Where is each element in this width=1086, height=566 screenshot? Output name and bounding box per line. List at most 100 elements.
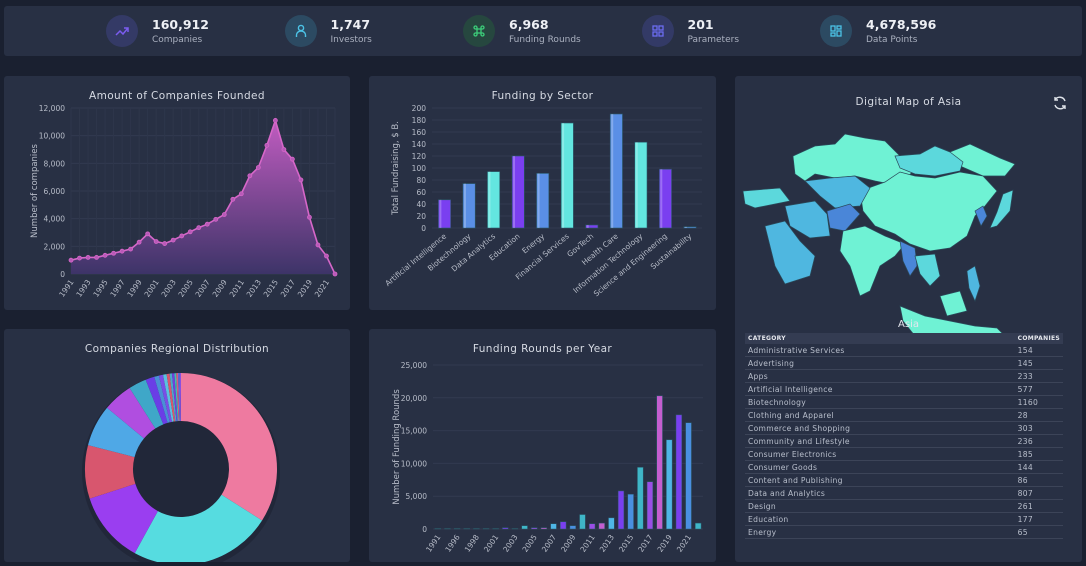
x-tick-label: 2005 <box>177 278 195 299</box>
category-cell: Consumer Electronics <box>745 447 1015 462</box>
bar <box>482 528 490 530</box>
grid-icon <box>641 15 674 47</box>
x-tick-label: 2015 <box>617 533 635 554</box>
data-point <box>272 118 278 123</box>
bar <box>675 414 683 530</box>
bar <box>598 522 605 530</box>
y-axis-label: Number of Funding Rounds <box>392 389 402 505</box>
x-tick-label: 1993 <box>74 278 92 299</box>
x-tick-label: 2007 <box>540 533 558 554</box>
data-point <box>298 177 304 183</box>
x-tick-label: 2015 <box>262 278 280 299</box>
x-tick-label: 1997 <box>108 278 126 299</box>
category-cell: Artificial Intelligence <box>745 382 1015 397</box>
funding-rounds-chart: 0 5,000 10,000 15,000 20,000 25,000 Number of … <box>392 361 703 554</box>
table-row[interactable]: Consumer Electronics 185 <box>745 447 1063 462</box>
x-tick-label: 2011 <box>228 278 246 299</box>
bar-highlight <box>537 173 540 228</box>
stat-value: 201 <box>687 17 714 32</box>
asia-map-panel: Digital Map of Asia Asia CATEGORY COMPANI… <box>735 76 1082 562</box>
bar <box>585 224 599 229</box>
table-row[interactable]: Content and Publishing 86 <box>745 473 1063 488</box>
category-cell: Content and Publishing <box>745 473 1015 488</box>
data-point <box>213 216 219 222</box>
column-header-companies[interactable]: COMPANIES <box>1014 333 1063 344</box>
bar-highlight <box>586 225 589 228</box>
x-tick-label: 2017 <box>279 278 297 299</box>
table-row[interactable]: Artificial Intelligence 577 <box>745 382 1063 397</box>
map-region-india <box>839 225 906 297</box>
bar <box>540 527 548 530</box>
category-cell: Commerce and Shopping <box>745 421 1015 436</box>
bar <box>521 525 528 530</box>
y-tick-label: 6,000 <box>44 187 66 196</box>
table-row[interactable]: Biotechnology 1160 <box>745 395 1063 410</box>
x-tick-label: 2019 <box>296 278 314 299</box>
table-row[interactable]: Energy 65 <box>745 525 1063 540</box>
y-tick-label: 20,000 <box>401 394 427 403</box>
category-cell: Clothing and Apparel <box>745 408 1015 423</box>
asia-map[interactable] <box>735 116 1082 336</box>
user-icon <box>284 15 317 47</box>
pie-slice <box>169 373 177 422</box>
bar <box>685 422 692 530</box>
bar-highlight <box>463 183 466 228</box>
x-tick-label: 2013 <box>598 533 616 554</box>
table-row[interactable]: Clothing and Apparel 28 <box>745 408 1063 423</box>
table-row[interactable]: Community and Lifestyle 236 <box>745 434 1063 449</box>
category-cell: Administrative Services <box>745 344 1015 358</box>
bar <box>434 528 441 530</box>
data-point <box>102 252 108 258</box>
funding-rounds-panel: Funding Rounds per Year 0 5,000 10,000 15,0… <box>369 329 716 562</box>
bar <box>569 525 576 530</box>
pie-slice <box>179 373 181 422</box>
x-tick-label: 2003 <box>501 533 519 554</box>
pie-slice <box>177 373 181 422</box>
table-row[interactable]: Consumer Goods 144 <box>745 460 1063 475</box>
data-point <box>307 214 312 220</box>
data-point <box>230 196 236 202</box>
bar <box>608 517 615 530</box>
y-tick-label: 0 <box>421 224 426 233</box>
table-row[interactable]: Data and Analytics 807 <box>745 486 1063 501</box>
column-header-category[interactable]: CATEGORY <box>745 333 1015 344</box>
data-point <box>290 156 295 162</box>
bar-highlight <box>562 123 565 228</box>
map-region-borneo <box>939 290 968 317</box>
bar <box>658 168 672 229</box>
table-row[interactable]: Administrative Services 154 <box>745 344 1063 358</box>
pie-slice <box>163 374 174 422</box>
companies-cell: 236 <box>1014 434 1063 449</box>
refresh-icon[interactable] <box>1052 95 1068 111</box>
companies-cell: 177 <box>1014 512 1063 527</box>
x-tick-label: 2011 <box>578 533 596 554</box>
funding-by-sector-chart: 0 20 40 60 80 100 120 140 160 180 200 Total Fundrai… <box>383 104 702 298</box>
category-cell: Biotechnology <box>745 395 1015 410</box>
table-row[interactable]: Education 177 <box>745 512 1063 527</box>
bar <box>695 522 702 530</box>
table-row[interactable]: Design 261 <box>745 499 1063 514</box>
x-tick-label: 1998 <box>463 533 481 554</box>
bar <box>560 521 567 530</box>
map-region-indonesia <box>899 305 1006 336</box>
pie-slice <box>145 376 168 425</box>
table-row[interactable]: Commerce and Shopping 303 <box>745 421 1063 436</box>
x-tick-label: 2009 <box>211 278 229 299</box>
pie-slice <box>166 373 176 422</box>
stats-bar: 160,912 Companies 1,747 Investors 6,968 Fundi… <box>4 6 1082 56</box>
data-point <box>221 212 227 217</box>
stat-label: Parameters <box>687 35 740 45</box>
bar <box>627 493 634 530</box>
pie-slice <box>89 483 158 554</box>
y-tick-label: 200 <box>412 104 427 113</box>
category-cell: Consumer Goods <box>745 460 1015 475</box>
companies-cell: 185 <box>1014 447 1063 462</box>
data-point <box>170 237 176 243</box>
table-row[interactable]: Apps 233 <box>745 369 1063 384</box>
bar-highlight <box>684 226 687 228</box>
bar <box>609 113 623 229</box>
table-row[interactable]: Advertising 145 <box>745 356 1063 371</box>
bar-highlight <box>513 156 516 228</box>
category-cell: Data and Analytics <box>745 486 1015 501</box>
map-title: Digital Map of Asia <box>855 96 962 108</box>
